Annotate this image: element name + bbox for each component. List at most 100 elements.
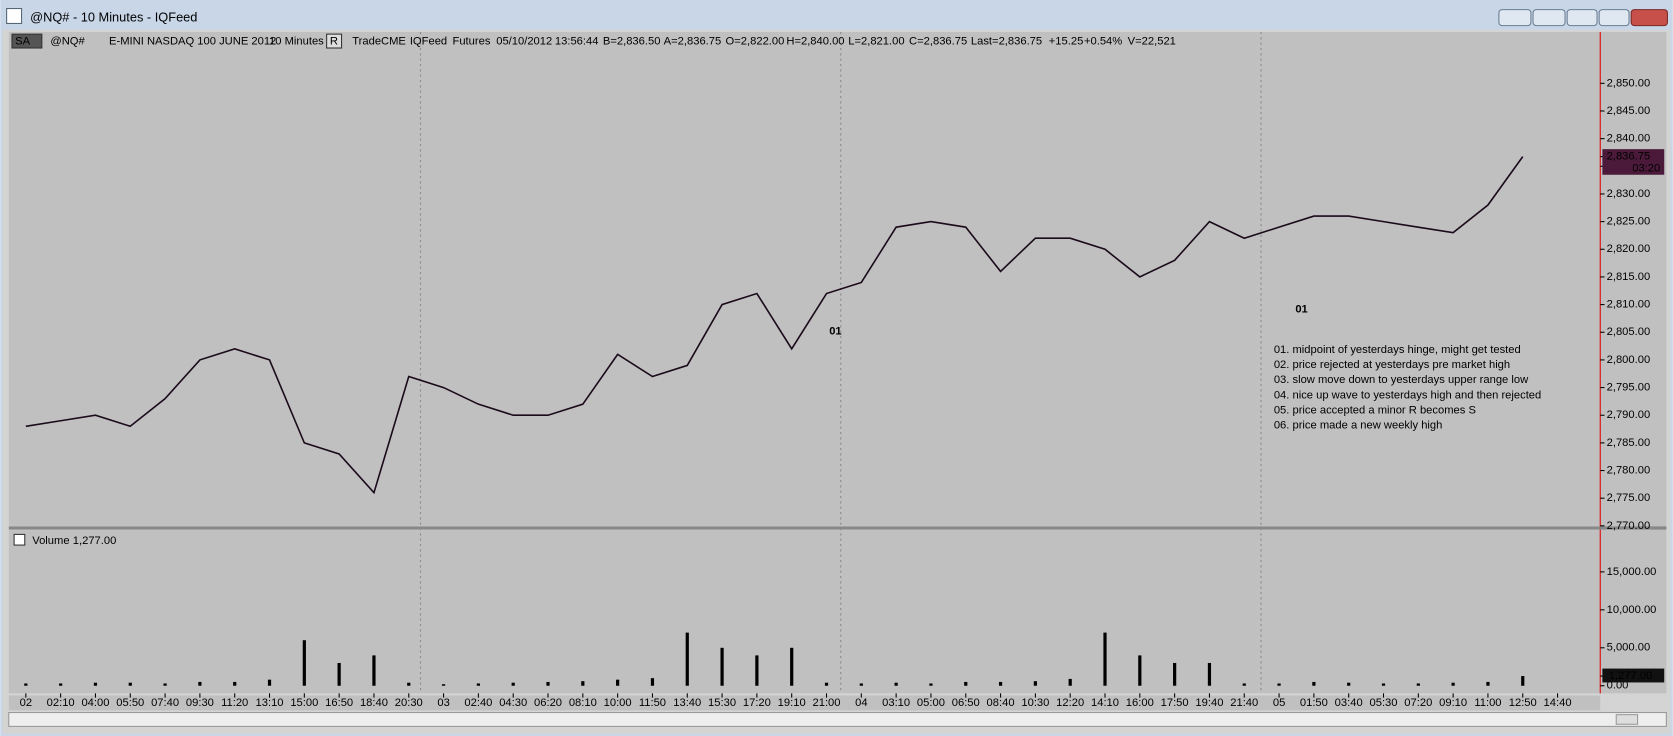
volume-bar (198, 681, 202, 686)
nav-button[interactable] (1498, 9, 1532, 27)
x-tick-label: 09:10 (1439, 697, 1467, 709)
x-tick-label: 09:30 (186, 697, 214, 709)
x-tick-label: 13:10 (256, 697, 284, 709)
volume-bar (128, 682, 132, 686)
x-tick-label: 19:40 (1195, 697, 1223, 709)
toolbar-item: Futures (453, 36, 491, 48)
volume-bar (1207, 662, 1212, 686)
scroll-thumb[interactable] (1615, 714, 1639, 725)
volume-bar (337, 662, 341, 686)
volume-bar (581, 681, 585, 686)
x-tick-label: 18:40 (360, 697, 388, 709)
x-tick-label: 14:10 (1091, 697, 1119, 709)
volume-bar (1242, 683, 1246, 686)
volume-bar (1451, 682, 1455, 686)
x-tick-label: 12:20 (1056, 697, 1084, 709)
x-tick-label: 14:40 (1544, 697, 1572, 709)
toolbar-item: +0.54% (1084, 36, 1122, 48)
toolbar-item: SA (15, 36, 30, 48)
window-title: @NQ# - 10 Minutes - IQFeed (30, 10, 197, 25)
toolbar-item: Last=2,836.75 (971, 36, 1042, 48)
y-tick-label: 2,770.00 (1607, 520, 1651, 532)
y-tick-label: 2,795.00 (1607, 382, 1651, 394)
x-tick-label: 21:40 (1230, 697, 1258, 709)
volume-bar (929, 683, 933, 686)
note: 02. price rejected at yesterdays pre mar… (1274, 359, 1510, 371)
volume-close-box[interactable] (13, 533, 26, 546)
volume-bar (441, 684, 446, 686)
volume-bar (720, 647, 724, 686)
x-axis (8, 695, 1601, 711)
x-tick-label: 05:50 (116, 697, 144, 709)
axis-panel (1600, 32, 1667, 694)
window-button[interactable] (1532, 9, 1566, 27)
volume-bar (1312, 681, 1316, 686)
note: 04. nice up wave to yesterdays high and … (1274, 389, 1541, 401)
x-tick-label: 11:20 (221, 697, 248, 709)
volume-panel (8, 530, 1601, 694)
volume-bar (1381, 683, 1386, 686)
toolbar-item: @NQ# (50, 36, 85, 48)
volume-bar (650, 678, 655, 686)
app-icon (6, 8, 23, 24)
y-tick-label: 2,850.00 (1607, 77, 1651, 89)
volume-bar (372, 655, 376, 686)
volume-bar (790, 647, 794, 686)
x-tick-label: 15:30 (708, 697, 736, 709)
x-tick-label: 08:40 (987, 697, 1015, 709)
volume-bar (1068, 678, 1072, 686)
toolbar-item: IQFeed (410, 36, 447, 48)
volume-bar (1033, 681, 1037, 686)
y-tick-label: 2,820.00 (1607, 243, 1651, 255)
y-tick-label: 2,830.00 (1607, 188, 1651, 200)
x-tick-label: 04:00 (81, 697, 109, 709)
y-tick-label: 2,825.00 (1607, 216, 1651, 228)
x-tick-label: 19:10 (778, 697, 806, 709)
volume-bar (476, 683, 480, 686)
y-tick-label: 0.00 (1607, 680, 1629, 692)
toolbar-box (11, 33, 43, 49)
x-tick-label: 01:50 (1300, 697, 1328, 709)
volume-bar (616, 679, 620, 686)
volume-bar (302, 640, 306, 686)
toolbar (8, 32, 1601, 51)
toolbar-item: B=2,836.50 (603, 36, 661, 48)
volume-bar (59, 683, 63, 686)
volume-bar (163, 683, 167, 686)
toolbar-box (326, 33, 343, 49)
toolbar-item: Trade (352, 36, 381, 48)
last-price-box (1602, 149, 1665, 175)
toolbar-item: V=22,521 (1128, 36, 1176, 48)
volume-bar (1416, 683, 1420, 686)
x-tick-label: 02:40 (464, 697, 492, 709)
toolbar-item: 13:56:44 (555, 36, 599, 48)
toolbar-item: C=2,836.75 (909, 36, 967, 48)
scrollbar[interactable] (8, 712, 1667, 727)
volume-bar (233, 681, 237, 686)
x-tick-label: 16:00 (1126, 697, 1154, 709)
toolbar-item: 05/10/2012 (496, 36, 552, 48)
x-tick-label: 20:30 (395, 697, 423, 709)
volume-bar (685, 632, 689, 686)
window-buttons[interactable] (1498, 9, 1668, 27)
x-tick-label: 06:50 (952, 697, 980, 709)
y-tick-label: 2,780.00 (1607, 465, 1651, 477)
close-button[interactable] (1630, 9, 1668, 27)
volume-legend-value: 1,277.00 (73, 535, 117, 547)
x-tick-label: 05:30 (1370, 697, 1398, 709)
minimize-button[interactable] (1566, 9, 1598, 27)
maximize-button[interactable] (1598, 9, 1630, 27)
toolbar-item: CME (381, 36, 406, 48)
note: 03. slow move down to yesterdays upper r… (1274, 374, 1529, 386)
x-tick-label: 16:50 (325, 697, 353, 709)
y-tick-label: 2,845.00 (1607, 105, 1651, 117)
volume-bar (1103, 632, 1107, 686)
y-tick-label: 10,000.00 (1607, 604, 1657, 616)
volume-bar (1347, 682, 1351, 686)
x-tick-label: 17:20 (743, 697, 771, 709)
volume-bar (859, 683, 863, 686)
note: 01. midpoint of yesterdays hinge, might … (1274, 344, 1521, 356)
note: 05. price accepted a minor R becomes S (1274, 404, 1476, 416)
x-tick-label: 06:20 (534, 697, 562, 709)
